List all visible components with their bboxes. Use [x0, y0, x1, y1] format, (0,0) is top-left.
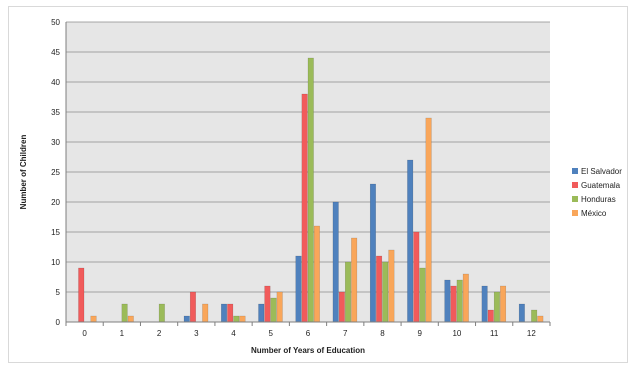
x-axis-title: Number of Years of Education: [251, 346, 365, 355]
bar-guatemala-8: [376, 255, 383, 323]
bar-el-salvador-10: [444, 279, 451, 323]
legend-swatch: [572, 210, 578, 216]
y-tick-label: 40: [51, 78, 60, 87]
bar-el-salvador-11: [481, 285, 488, 323]
bar-m-xico-8: [388, 249, 395, 323]
bar-guatemala-10: [450, 285, 457, 323]
y-tick-label: 0: [56, 318, 61, 327]
bar-guatemala-0: [78, 267, 85, 323]
y-tick-label: 15: [51, 228, 60, 237]
bar-guatemala-5: [264, 285, 271, 323]
x-tick-label: 12: [527, 329, 536, 338]
x-tick-label: 1: [120, 329, 125, 338]
y-tick-label: 50: [51, 18, 60, 27]
x-tick-label: 5: [269, 329, 274, 338]
bar-honduras-10: [456, 279, 463, 323]
bar-m-xico-0: [90, 315, 97, 323]
bar-el-salvador-8: [369, 183, 376, 323]
bar-honduras-6: [307, 57, 314, 323]
bar-el-salvador-9: [407, 159, 414, 323]
bar-m-xico-10: [462, 273, 469, 323]
bar-m-xico-9: [425, 117, 432, 323]
legend-swatch: [572, 182, 578, 188]
bar-m-xico-7: [351, 237, 358, 323]
y-tick-label: 45: [51, 48, 60, 57]
legend-label: México: [581, 209, 607, 218]
bar-el-salvador-3: [183, 315, 190, 323]
x-tick-label: 3: [194, 329, 199, 338]
bar-guatemala-7: [338, 291, 345, 323]
bar-el-salvador-7: [332, 201, 339, 323]
bar-honduras-11: [493, 291, 500, 323]
x-tick-label: 9: [417, 329, 422, 338]
bar-m-xico-4: [239, 315, 246, 323]
x-tick-label: 6: [306, 329, 311, 338]
bar-m-xico-11: [500, 285, 507, 323]
y-tick-label: 30: [51, 138, 60, 147]
bar-guatemala-11: [487, 309, 494, 323]
bar-el-salvador-12: [518, 303, 525, 323]
x-tick-label: 2: [157, 329, 162, 338]
x-tick-label: 8: [380, 329, 385, 338]
legend-label: Guatemala: [581, 181, 621, 190]
legend: El Salvador Guatemala Honduras México: [572, 167, 622, 218]
bar-honduras-2: [158, 303, 165, 323]
bar-guatemala-4: [227, 303, 234, 323]
bar-honduras-7: [345, 261, 351, 323]
bar-m-xico-1: [127, 315, 134, 323]
x-tick-label: 7: [343, 329, 348, 338]
x-tick-label: 4: [231, 329, 236, 338]
bar-guatemala-9: [413, 231, 420, 323]
bar-honduras-8: [382, 261, 389, 323]
legend-label: Honduras: [581, 195, 616, 204]
y-tick-label: 20: [51, 198, 60, 207]
bar-honduras-1: [121, 303, 128, 323]
bar-guatemala-3: [189, 291, 196, 323]
bar-honduras-9: [419, 267, 426, 323]
bar-honduras-12: [531, 309, 538, 323]
bar-honduras-5: [270, 297, 277, 323]
y-axis-title: Number of Children: [19, 135, 28, 210]
x-tick-label: 0: [82, 329, 87, 338]
y-tick-label: 25: [51, 168, 60, 177]
legend-label: El Salvador: [581, 167, 622, 176]
legend-swatch: [572, 168, 578, 174]
x-tick-label: 10: [452, 329, 461, 338]
bar-honduras-4: [233, 315, 240, 323]
y-tick-label: 10: [51, 258, 60, 267]
y-tick-label: 35: [51, 108, 60, 117]
bar-m-xico-5: [276, 291, 283, 323]
bar-m-xico-12: [537, 315, 544, 323]
y-tick-label: 5: [56, 288, 61, 297]
bar-guatemala-6: [301, 93, 308, 323]
bar-el-salvador-6: [295, 255, 302, 323]
legend-swatch: [572, 196, 578, 202]
bar-el-salvador-4: [221, 303, 227, 323]
x-tick-label: 11: [490, 329, 499, 338]
bar-m-xico-6: [313, 225, 320, 323]
bar-el-salvador-5: [258, 303, 265, 323]
bar-m-xico-3: [202, 303, 209, 323]
